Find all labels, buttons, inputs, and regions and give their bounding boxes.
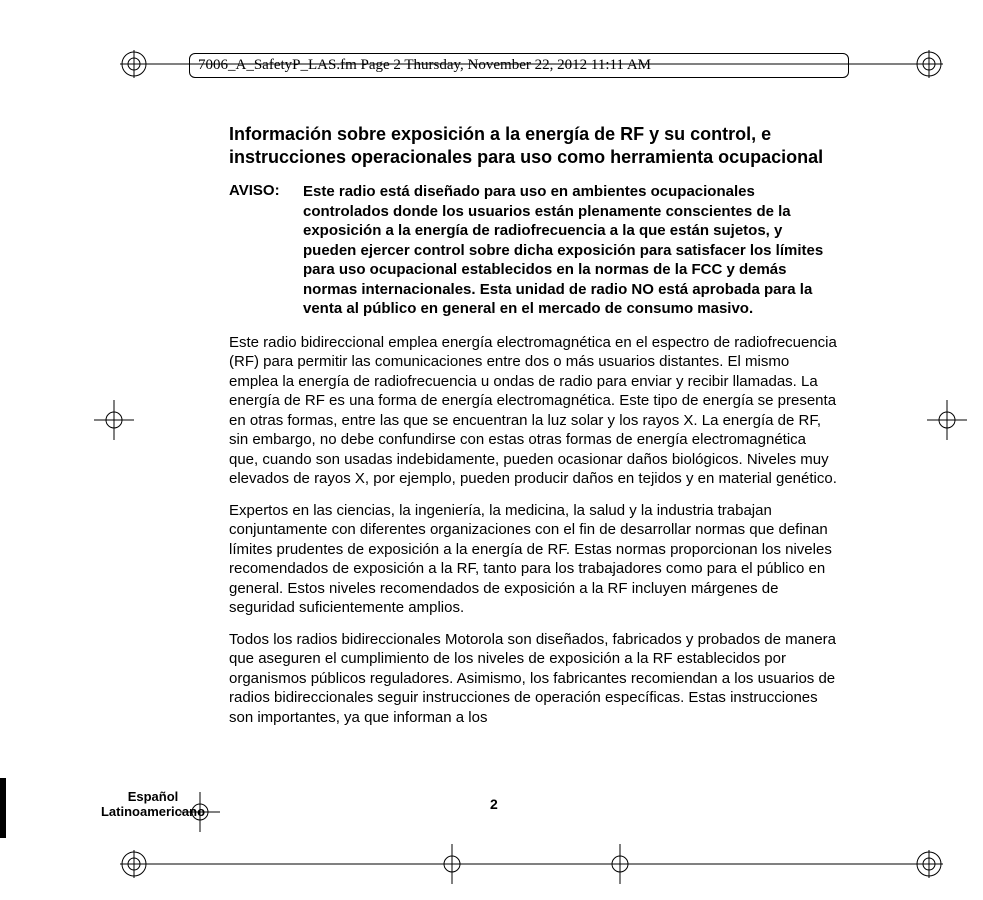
crop-mark-footer-2	[432, 844, 472, 884]
crop-mark-right-upper	[927, 400, 967, 440]
footer-language-line2: Latinoamericano	[83, 804, 223, 820]
crop-mark-footer-3	[600, 844, 640, 884]
page-header-info: 7006_A_SafetyP_LAS.fm Page 2 Thursday, N…	[189, 53, 849, 78]
reg-target-top-left	[120, 50, 148, 78]
language-tab-marker	[0, 778, 6, 838]
footer-language-line1: Español	[83, 789, 223, 805]
footer-language: Español Latinoamericano	[83, 789, 223, 820]
page-number: 2	[490, 796, 498, 812]
crop-mark-left-upper	[94, 400, 134, 440]
notice-label: AVISO:	[229, 182, 289, 319]
reg-target-top-right	[915, 50, 943, 78]
section-title: Información sobre exposición a la energí…	[229, 123, 839, 168]
notice-block: AVISO: Este radio está diseñado para uso…	[229, 182, 839, 319]
paragraph-2: Expertos en las ciencias, la ingeniería,…	[229, 501, 839, 618]
reg-target-bottom-left	[120, 850, 148, 878]
paragraph-3: Todos los radios bidireccionales Motorol…	[229, 630, 839, 728]
paragraph-1: Este radio bidireccional emplea energía …	[229, 333, 839, 489]
rule-bottom	[148, 863, 915, 865]
document-body: Información sobre exposición a la energí…	[229, 123, 839, 739]
reg-target-bottom-right	[915, 850, 943, 878]
notice-body: Este radio está diseñado para uso en amb…	[303, 182, 839, 319]
